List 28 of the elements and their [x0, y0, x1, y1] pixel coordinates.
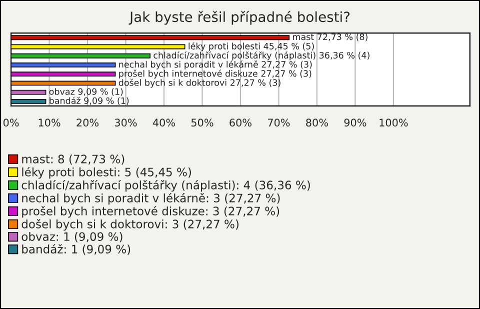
- x-tick-label: 0%: [3, 118, 19, 127]
- x-tick-label: 20%: [76, 118, 99, 127]
- data-label: došel bych si k doktorovi 27,27 % (3): [118, 78, 280, 88]
- x-tick-label: 60%: [230, 118, 252, 127]
- legend-label: nechal bych si poradit v lékárně: 3 (27,27 %): [22, 193, 280, 205]
- legend-label: chladící/zahřívací polštářky (náplasti): 4 (36,36 %): [22, 180, 310, 192]
- data-label: mast 72,73 % (8): [293, 33, 368, 42]
- x-tick-label: 90%: [344, 118, 366, 127]
- legend-label: obvaz: 1 (9,09 %): [22, 232, 122, 242]
- data-label: léky proti bolesti 45,45 % (5): [188, 42, 314, 52]
- x-tick-label: 30%: [114, 118, 137, 127]
- x-tick-label: 80%: [306, 118, 328, 127]
- legend-label: léky proti bolesti: 5 (45,45 %): [22, 167, 191, 179]
- x-tick-label: 40%: [152, 118, 175, 127]
- legend-label: mast: 8 (72,73 %): [22, 154, 124, 165]
- x-tick-label: 10%: [38, 118, 60, 127]
- x-tick-label: 50%: [191, 118, 214, 127]
- x-tick-label: 70%: [268, 118, 290, 127]
- chart-title: Jak byste řešil případné bolesti?: [128, 10, 350, 25]
- legend-label: prošel bych internetové diskuze: 3 (27,27 %): [22, 206, 280, 218]
- x-tick-label: 100%: [380, 118, 408, 127]
- data-label: bandáž 9,09 % (1): [50, 96, 129, 105]
- data-label: obvaz 9,09 % (1): [49, 88, 123, 96]
- data-label: chladící/zahřívací polštářky (náplasti) 36,36 % (4): [154, 51, 370, 60]
- legend-label: bandáž: 1 (9,09 %): [22, 244, 130, 255]
- data-label: nechal bych si poradit v lékárně 27,27 % (3): [119, 60, 312, 70]
- legend-label: došel bych si k doktorovi: 3 (27,27 %): [22, 219, 238, 231]
- data-label: prošel bych internetové diskuze 27,27 % (3): [119, 70, 312, 78]
